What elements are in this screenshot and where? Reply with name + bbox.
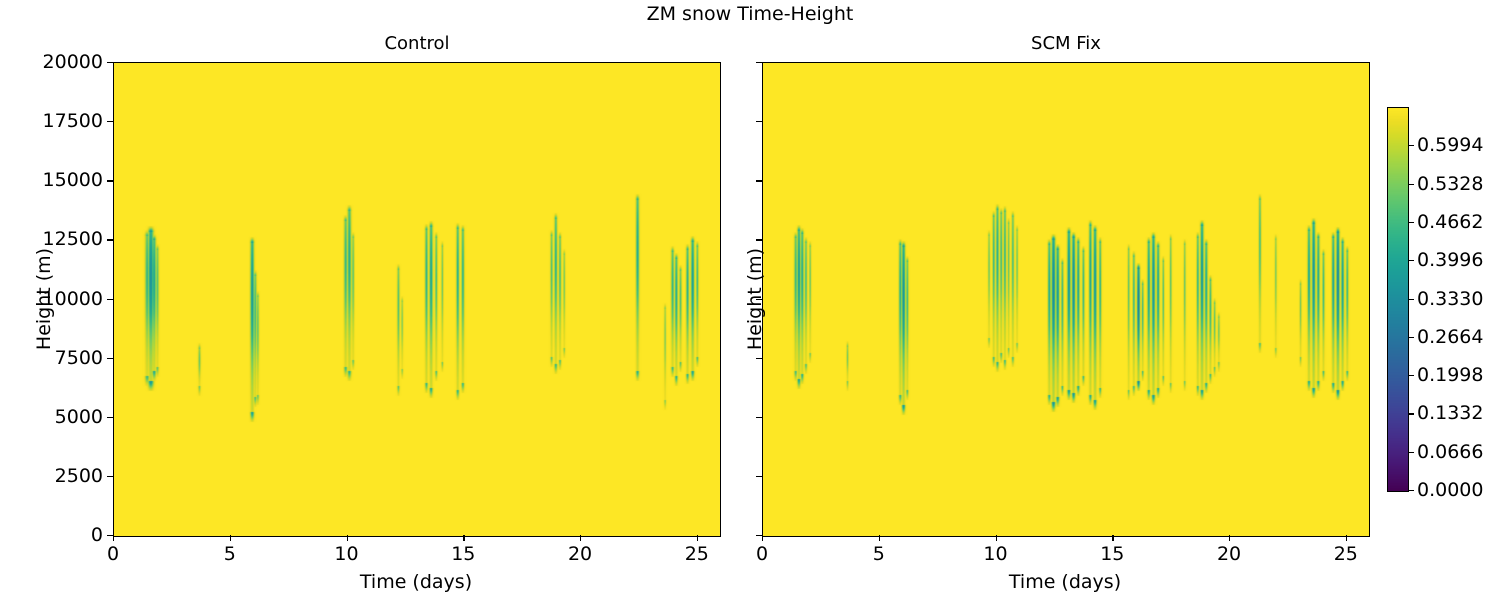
colorbar-tick-mark-3 [1408,375,1414,377]
xtick-label-control-5: 25 [684,543,709,565]
ytick-mark-scm-fix-8 [756,62,762,64]
ytick-label-control-4: 10000 [42,287,103,310]
xtick-label-control-4: 20 [567,543,593,565]
xtick-mark-scm-fix-4 [1229,535,1231,541]
colorbar-tick-mark-6 [1408,260,1414,262]
ytick-mark-control-1 [107,475,113,478]
ytick-label-control-7: 17500 [42,110,103,133]
ytick-mark-scm-fix-4 [756,298,762,300]
xtick-mark-scm-fix-2 [995,535,997,541]
colorbar-tick-label-0: 0.0000 [1417,479,1484,501]
ytick-mark-control-6 [107,180,113,182]
xtick-mark-scm-fix-0 [762,535,764,541]
ytick-label-control-0: 0 [90,524,103,546]
colorbar-tick-label-5: 0.3330 [1417,287,1484,310]
xaxis-label-scm-fix: Time (days) [1008,571,1122,593]
ytick-mark-scm-fix-3 [756,357,762,359]
ytick-label-control-8: 20000 [42,51,103,73]
xtick-mark-scm-fix-1 [878,535,881,541]
colorbar-tick-mark-2 [1408,413,1414,415]
yaxis-label-control: Height (m) [33,247,55,350]
plot-panel-control[interactable]: Control [113,33,721,537]
xtick-label-control-0: 0 [106,543,120,565]
colorbar-tick-label-9: 0.5994 [1417,134,1484,157]
xtick-mark-control-0 [113,535,115,541]
colorbar-tick-mark-1 [1408,451,1414,453]
ytick-mark-scm-fix-6 [756,180,762,182]
colorbar-tick-mark-0 [1408,490,1414,492]
ytick-mark-control-0 [107,535,113,537]
colorbar[interactable] [1387,107,1409,492]
ytick-label-control-1: 2500 [54,464,103,487]
colorbar-tick-label-8: 0.5328 [1417,172,1484,195]
ytick-mark-scm-fix-7 [756,121,762,123]
colorbar-tick-label-2: 0.1332 [1417,402,1484,425]
figure-title: ZM snow Time-Height [646,3,854,25]
ytick-label-control-6: 15000 [42,169,103,192]
xtick-label-control-3: 15 [451,543,476,565]
xtick-mark-control-1 [229,535,232,541]
plot-panel-scm-fix[interactable]: SCM Fix [762,33,1370,537]
ytick-label-control-3: 7500 [54,346,103,369]
ytick-mark-control-7 [107,121,113,123]
ytick-mark-control-3 [107,357,113,359]
colorbar-tick-label-3: 0.1998 [1417,364,1484,387]
xtick-label-scm-fix-0: 0 [755,543,769,565]
colorbar-tick-mark-9 [1408,145,1414,147]
ytick-mark-scm-fix-1 [756,475,762,478]
xaxis-label-control: Time (days) [359,571,473,593]
xtick-label-scm-fix-5: 25 [1333,543,1358,565]
ytick-mark-scm-fix-5 [756,239,762,241]
ytick-label-control-2: 5000 [54,405,103,428]
xtick-label-scm-fix-1: 5 [872,543,885,565]
ytick-label-control-5: 12500 [42,228,103,251]
ytick-mark-control-8 [107,62,113,64]
heatmap-image-control [114,63,720,536]
colorbar-tick-label-4: 0.2664 [1417,325,1484,348]
colorbar-gradient [1388,108,1408,491]
xtick-label-control-1: 5 [223,543,236,565]
colorbar-tick-label-6: 0.3996 [1417,249,1484,272]
xtick-label-scm-fix-4: 20 [1216,543,1242,565]
xtick-mark-control-3 [463,535,465,541]
colorbar-tick-mark-7 [1408,221,1414,224]
colorbar-tick-label-7: 0.4662 [1417,210,1484,233]
xtick-mark-scm-fix-3 [1112,535,1114,541]
xtick-label-scm-fix-2: 10 [983,543,1008,565]
colorbar-tick-label-1: 0.0666 [1417,440,1484,463]
xtick-mark-control-4 [580,535,582,541]
heatmap-image-scm-fix [763,63,1369,536]
colorbar-tick-mark-4 [1408,336,1414,338]
xtick-mark-control-5 [696,535,699,541]
ytick-mark-scm-fix-2 [756,416,762,419]
ytick-mark-control-2 [107,416,113,419]
ytick-mark-scm-fix-0 [756,535,762,537]
ytick-mark-control-4 [107,298,113,300]
panel-title-scm-fix: SCM Fix [1031,33,1101,54]
panel-title-control: Control [384,33,450,54]
colorbar-tick-mark-5 [1408,298,1414,300]
xtick-mark-control-2 [346,535,348,541]
xtick-label-control-2: 10 [334,543,359,565]
yaxis-label-scm-fix: Height (m) [744,247,766,350]
colorbar-tick-mark-8 [1408,183,1414,185]
ytick-mark-control-5 [107,239,113,241]
xtick-mark-scm-fix-5 [1345,535,1348,541]
xtick-label-scm-fix-3: 15 [1100,543,1125,565]
